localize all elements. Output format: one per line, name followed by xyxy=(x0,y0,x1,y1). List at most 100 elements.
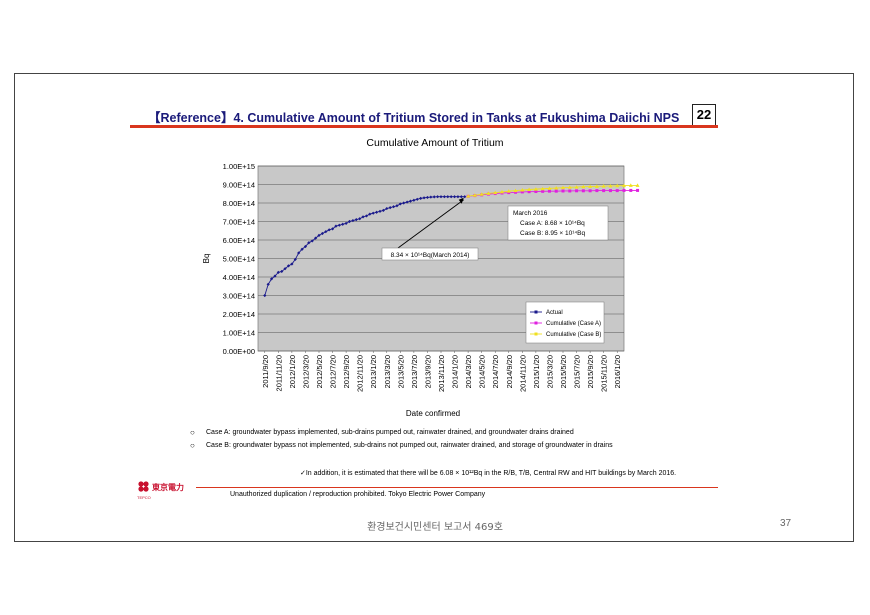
data-point xyxy=(303,244,308,249)
x-tick-label: 2016/1/20 xyxy=(613,355,622,388)
data-point xyxy=(324,230,328,234)
callout-text-2014: 8.34 × 10¹⁴Bq(March 2014) xyxy=(391,252,470,259)
y-tick-label: 4.00E+14 xyxy=(223,273,255,282)
data-point xyxy=(358,217,362,221)
data-point xyxy=(385,206,389,211)
case-b-note: Case B: groundwater bypass not implement… xyxy=(206,442,613,449)
y-axis-label: Bq xyxy=(202,254,211,264)
x-tick-label: 2013/5/20 xyxy=(396,355,405,388)
x-tick-label: 2015/7/20 xyxy=(573,355,582,388)
x-tick-label: 2015/5/20 xyxy=(559,355,568,388)
data-point xyxy=(307,241,311,245)
data-point xyxy=(608,183,613,188)
data-point xyxy=(636,188,640,192)
data-point xyxy=(533,187,538,191)
data-point xyxy=(588,184,593,189)
x-tick-label: 2012/7/20 xyxy=(329,355,338,388)
x-tick-label: 2012/5/20 xyxy=(315,355,324,388)
data-point xyxy=(588,189,592,193)
data-point xyxy=(415,197,419,201)
chart-title: Cumulative Amount of Tritium xyxy=(366,137,504,149)
title-underline xyxy=(130,125,718,128)
legend-swatch-marker xyxy=(534,332,538,336)
data-point xyxy=(347,219,352,224)
y-tick-label: 0.00E+00 xyxy=(223,347,255,356)
data-point xyxy=(375,210,379,214)
data-point xyxy=(334,224,338,228)
report-page-number: 37 xyxy=(780,518,792,529)
y-tick-label: 9.00E+14 xyxy=(223,181,255,190)
data-point xyxy=(297,251,301,255)
data-point xyxy=(479,192,484,196)
data-point xyxy=(286,264,291,268)
x-tick-label: 2012/3/20 xyxy=(301,355,310,388)
data-point xyxy=(351,218,355,223)
bullet-case-b: ○ xyxy=(190,441,195,450)
data-point xyxy=(463,195,467,199)
footer-rule xyxy=(196,487,718,488)
data-point xyxy=(574,185,579,189)
data-point xyxy=(266,282,270,286)
y-tick-label: 8.00E+14 xyxy=(223,199,255,208)
x-tick-label: 2014/1/20 xyxy=(451,355,460,388)
data-point xyxy=(412,198,416,202)
legend-label: Actual xyxy=(546,310,563,316)
data-point xyxy=(622,188,626,192)
data-point xyxy=(554,186,559,190)
legend-swatch-marker xyxy=(534,310,538,314)
legend-label: Cumulative (Case B) xyxy=(546,332,601,338)
callout-arrow xyxy=(397,199,464,249)
callout-text-2016-line: Case B: 8.95 × 10¹⁴Bq xyxy=(520,230,586,237)
data-point xyxy=(581,189,585,193)
x-tick-label: 2015/1/20 xyxy=(532,355,541,388)
data-point xyxy=(581,184,586,189)
data-point xyxy=(567,185,572,189)
data-point xyxy=(337,223,341,227)
data-point xyxy=(276,270,280,274)
data-point xyxy=(419,196,423,200)
data-point xyxy=(513,188,518,193)
x-tick-label: 2013/3/20 xyxy=(383,355,392,388)
legend-box xyxy=(525,301,605,344)
data-point xyxy=(263,293,267,298)
data-point xyxy=(575,189,579,193)
data-point xyxy=(330,227,335,231)
data-point xyxy=(408,199,413,203)
x-tick-label: 2014/5/20 xyxy=(478,355,487,388)
data-point xyxy=(381,208,385,212)
data-point xyxy=(442,195,446,199)
callout-text-2016-line: Case A: 8.68 × 10¹⁴Bq xyxy=(520,220,585,227)
data-point xyxy=(283,267,287,271)
x-tick-label: 2012/1/20 xyxy=(288,355,297,388)
data-point xyxy=(601,184,606,188)
data-point xyxy=(514,190,518,194)
data-point xyxy=(371,211,375,215)
data-point xyxy=(402,201,406,205)
data-point xyxy=(273,274,277,278)
x-tick-label: 2013/11/20 xyxy=(437,355,446,392)
x-tick-label: 2013/9/20 xyxy=(423,355,432,388)
x-tick-label: 2013/7/20 xyxy=(410,355,419,388)
copyright-note: Unauthorized duplication / reproduction … xyxy=(230,491,486,498)
data-point xyxy=(466,194,471,198)
data-point xyxy=(398,202,402,206)
x-tick-label: 2014/7/20 xyxy=(491,355,500,388)
data-point xyxy=(493,190,498,195)
data-point xyxy=(541,189,545,193)
x-tick-label: 2015/11/20 xyxy=(600,355,609,392)
x-tick-label: 2014/3/20 xyxy=(464,355,473,388)
data-point xyxy=(459,195,463,199)
legend-label: Cumulative (Case A) xyxy=(546,321,601,327)
x-tick-label: 2011/9/20 xyxy=(261,355,270,388)
data-point xyxy=(628,183,633,187)
data-point xyxy=(486,191,491,195)
data-point xyxy=(561,189,565,193)
tepco-logo-icon xyxy=(138,481,149,492)
data-point xyxy=(615,183,620,188)
data-point xyxy=(388,206,392,210)
report-footer: 환경보건시민센터 보고서 469호 xyxy=(367,522,503,533)
data-point xyxy=(405,200,409,204)
data-point xyxy=(595,189,599,193)
data-point xyxy=(500,189,504,194)
